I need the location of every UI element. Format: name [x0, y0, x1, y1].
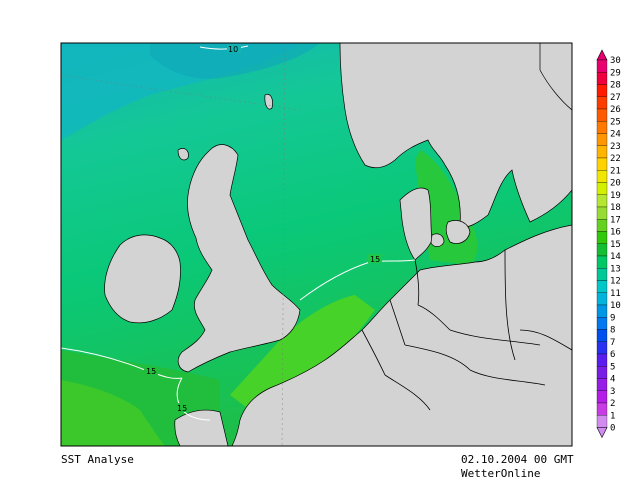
legend-swatch: [596, 59, 608, 73]
graticule: [61, 43, 301, 446]
legend-swatch: [596, 243, 608, 257]
legend-swatch: [596, 206, 608, 220]
legend-label: 19: [610, 191, 621, 201]
legend-swatch: [596, 194, 608, 208]
contour-label-15-west: 15: [146, 367, 156, 376]
legend-label: 20: [610, 179, 621, 189]
map-frame: [60, 42, 573, 447]
map-credit: WetterOnline: [461, 467, 541, 480]
legend-label: 17: [610, 215, 621, 225]
legend-label: 13: [610, 264, 621, 274]
land-great-britain: [177, 144, 301, 373]
legend-label: 28: [610, 81, 621, 91]
legend-label: 11: [610, 289, 621, 299]
land-funen: [430, 233, 445, 247]
legend-label: 0: [610, 424, 615, 434]
legend-swatch: [596, 182, 608, 195]
legend-swatch: [596, 231, 608, 244]
legend-swatch: [596, 96, 608, 110]
legend-label: 4: [610, 375, 615, 385]
land-ireland: [104, 234, 181, 324]
legend-label: 7: [610, 338, 615, 348]
legend-label: 6: [610, 350, 615, 360]
legend-label: 24: [610, 130, 621, 140]
legend-swatch: [596, 353, 608, 367]
legend-swatch: [596, 304, 608, 318]
legend-swatch: [596, 280, 608, 293]
legend-label: 22: [610, 154, 621, 164]
legend-label: 27: [610, 93, 621, 103]
land-scandinavia: [339, 43, 572, 228]
legend-swatch: [596, 145, 608, 159]
legend-swatches: [596, 49, 608, 439]
legend-swatch: [596, 415, 608, 428]
legend-label: 10: [610, 301, 621, 311]
legend-swatch: [596, 170, 608, 183]
map-timestamp: 02.10.2004 00 GMT: [461, 453, 574, 466]
legend-labels: 3029282726252423222120191817161514131211…: [610, 56, 621, 434]
legend-label: 1: [610, 411, 615, 421]
legend-label: 30: [610, 56, 621, 66]
legend-swatch: [596, 366, 608, 379]
legend-label: 29: [610, 68, 621, 78]
legend-swatch: [596, 402, 608, 416]
country-borders: [361, 249, 572, 411]
legend-swatch: [596, 329, 608, 342]
land-zealand: [445, 220, 471, 244]
legend-label: 5: [610, 362, 615, 372]
sst-warm-zone-2: [61, 380, 165, 446]
legend-label: 21: [610, 166, 621, 176]
legend-swatch: [596, 133, 608, 146]
legend-swatch: [596, 157, 608, 171]
land-brittany: [174, 409, 229, 446]
sst-warm-channel: [230, 295, 375, 410]
legend-swatch: [596, 84, 608, 97]
legend-cap-top: [596, 49, 608, 61]
contour-label-15-north: 15: [370, 255, 380, 264]
legend-swatch: [596, 255, 608, 269]
legend-cap-bottom: [596, 427, 608, 439]
isotherm-10: [199, 45, 249, 50]
legend-swatch: [596, 292, 608, 306]
legend-swatch: [596, 219, 608, 232]
legend-label: 8: [610, 326, 615, 336]
legend-swatch: [596, 390, 608, 404]
legend-label: 16: [610, 228, 621, 238]
legend-label: 26: [610, 105, 621, 115]
legend-swatch: [596, 317, 608, 330]
legend-swatch: [596, 121, 608, 134]
legend-swatch: [596, 108, 608, 122]
legend-swatch: [596, 72, 608, 85]
legend-label: 15: [610, 240, 621, 250]
legend-swatch: [596, 268, 608, 281]
legend-swatch: [596, 378, 608, 391]
legend-label: 2: [610, 399, 615, 409]
land-hebrides: [177, 148, 189, 161]
map-title: SST Analyse: [61, 453, 134, 466]
legend-label: 3: [610, 387, 615, 397]
legend-label: 25: [610, 117, 621, 127]
legend-label: 14: [610, 252, 621, 262]
legend-swatch: [596, 341, 608, 355]
contour-label-10: 10: [228, 45, 238, 54]
sst-10-zone: [150, 43, 320, 79]
legend-label: 23: [610, 142, 621, 152]
legend-label: 18: [610, 203, 621, 213]
map-content: 10 15 15 15: [61, 43, 572, 446]
contour-label-15-channel: 15: [177, 404, 187, 413]
legend-label: 12: [610, 277, 621, 287]
legend-label: 9: [610, 313, 615, 323]
